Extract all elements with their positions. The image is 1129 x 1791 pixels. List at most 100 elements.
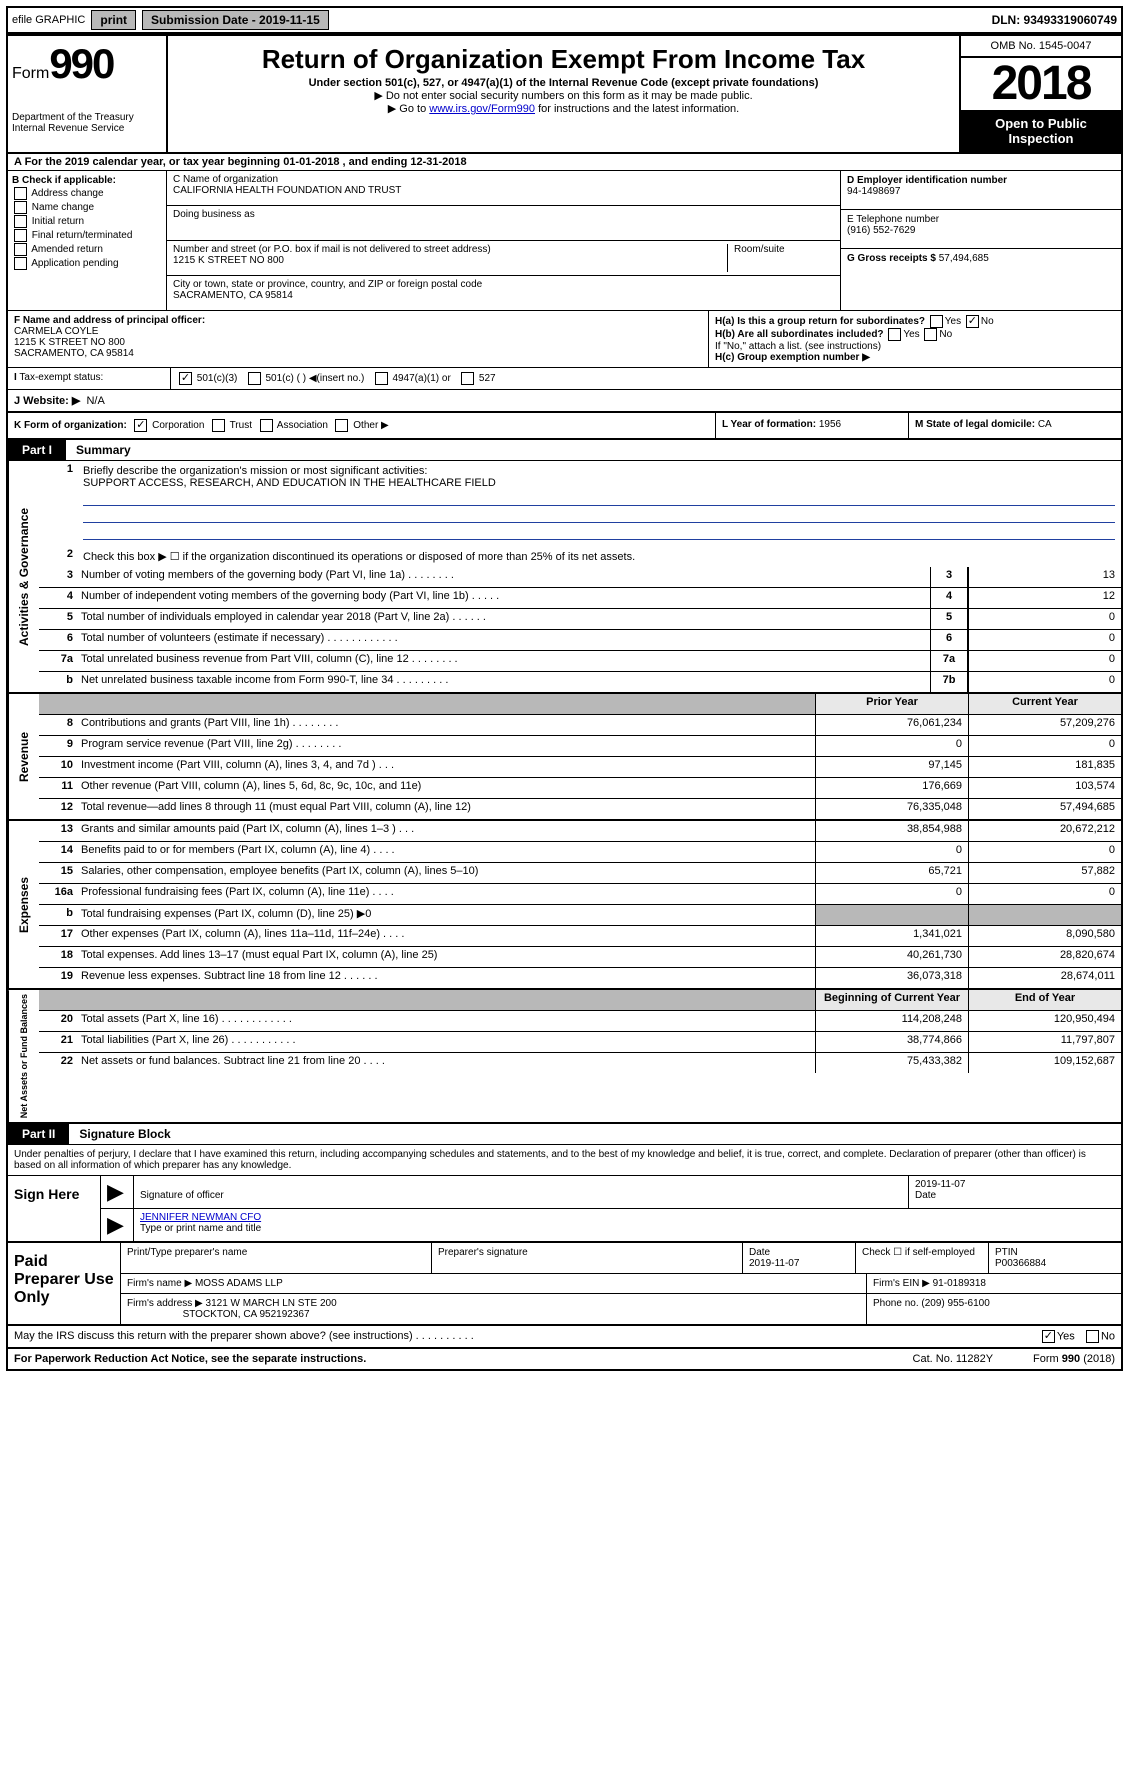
cb-label: Name change (32, 202, 94, 213)
line-2-desc: Check this box ▶ ☐ if the organization d… (77, 546, 1121, 567)
line-value: 12 (968, 588, 1121, 608)
line-num: 10 (39, 757, 77, 777)
sig-label: Signature of officer (140, 1190, 224, 1201)
discuss-no[interactable] (1086, 1330, 1099, 1343)
line-num: 18 (39, 947, 77, 967)
cb-name-change[interactable]: Name change (12, 201, 162, 214)
city-cell: City or town, state or province, country… (167, 276, 840, 310)
cb-label: Initial return (32, 216, 84, 227)
row-a-tax-year: A For the 2019 calendar year, or tax yea… (8, 154, 1121, 171)
line-num: 5 (39, 609, 77, 629)
signature-block: Under penalties of perjury, I declare th… (8, 1145, 1121, 1243)
firm-label: Firm's name ▶ (127, 1278, 192, 1289)
line-num: 15 (39, 863, 77, 883)
line-num: 12 (39, 799, 77, 819)
line-ref: 3 (930, 567, 968, 587)
cb-final-return[interactable]: Final return/terminated (12, 229, 162, 242)
ha-no[interactable] (966, 315, 979, 328)
omb-number: OMB No. 1545-0047 (961, 36, 1121, 58)
cb-527[interactable] (461, 372, 474, 385)
irs-link[interactable]: www.irs.gov/Form990 (429, 103, 535, 115)
form-note-1: ▶ Do not enter social security numbers o… (174, 89, 953, 102)
preparer-name-header: Print/Type preparer's name (121, 1243, 432, 1273)
table-row: 16a Professional fundraising fees (Part … (39, 884, 1121, 905)
line-desc: Total unrelated business revenue from Pa… (77, 651, 930, 671)
prior-value: 38,774,866 (815, 1032, 968, 1052)
form-number: Form990 (12, 40, 162, 88)
discuss-text: May the IRS discuss this return with the… (14, 1330, 474, 1343)
print-button[interactable]: print (91, 10, 136, 30)
line-value: 0 (968, 651, 1121, 671)
form-prefix: Form (12, 65, 49, 82)
cb-app-pending[interactable]: Application pending (12, 257, 162, 270)
cb-label: Address change (31, 188, 103, 199)
officer-addr1: 1215 K STREET NO 800 (14, 337, 125, 348)
table-row: 17 Other expenses (Part IX, column (A), … (39, 926, 1121, 947)
entity-info-grid: B Check if applicable: Address change Na… (8, 171, 1121, 311)
line-desc: Benefits paid to or for members (Part IX… (77, 842, 815, 862)
table-row: 15 Salaries, other compensation, employe… (39, 863, 1121, 884)
hb-yes[interactable] (888, 328, 901, 341)
part2-tab: Part II (8, 1124, 69, 1144)
revenue-section: Revenue Prior Year Current Year 8 Contri… (8, 694, 1121, 821)
tax-exempt-opts: 501(c)(3) 501(c) ( ) ◀(insert no.) 4947(… (171, 368, 1121, 389)
hb-no[interactable] (924, 328, 937, 341)
ha-yes[interactable] (930, 315, 943, 328)
paid-row-1: Print/Type preparer's name Preparer's si… (121, 1243, 1121, 1274)
note2-post: for instructions and the latest informat… (535, 103, 739, 115)
line-value: 0 (968, 630, 1121, 650)
page-footer: For Paperwork Reduction Act Notice, see … (8, 1349, 1121, 1369)
prior-value: 176,669 (815, 778, 968, 798)
cb-corporation[interactable] (134, 419, 147, 432)
header-middle: Return of Organization Exempt From Incom… (168, 36, 959, 152)
cb-501c3[interactable] (179, 372, 192, 385)
sign-here-section: Sign Here ▶ Signature of officer 2019-11… (8, 1176, 1121, 1241)
form-note-2: ▶ Go to www.irs.gov/Form990 for instruct… (174, 102, 953, 115)
line-value: 0 (968, 609, 1121, 629)
section-b-label: B Check if applicable: (12, 175, 116, 186)
cb-initial-return[interactable]: Initial return (12, 215, 162, 228)
table-row: b Net unrelated business taxable income … (39, 672, 1121, 692)
form-title: Return of Organization Exempt From Incom… (174, 44, 953, 75)
table-row: 4 Number of independent voting members o… (39, 588, 1121, 609)
part1-tab: Part I (8, 440, 66, 460)
opt-501c: 501(c) ( ) ◀(insert no.) (265, 373, 364, 384)
firm-addr1: 3121 W MARCH LN STE 200 (206, 1298, 337, 1309)
section-f-officer: F Name and address of principal officer:… (8, 311, 709, 367)
cb-association[interactable] (260, 419, 273, 432)
officer-name-link[interactable]: JENNIFER NEWMAN CFO (140, 1212, 261, 1223)
dept-label: Department of the Treasury Internal Reve… (12, 112, 162, 134)
cb-501c[interactable] (248, 372, 261, 385)
addr-label: Number and street (or P.O. box if mail i… (173, 244, 721, 255)
discuss-row: May the IRS discuss this return with the… (8, 1326, 1121, 1349)
prior-value: 65,721 (815, 863, 968, 883)
netassets-header-row: Beginning of Current Year End of Year (39, 990, 1121, 1011)
line-desc: Total number of individuals employed in … (77, 609, 930, 629)
submission-date-button[interactable]: Submission Date - 2019-11-15 (142, 10, 329, 30)
current-value: 11,797,807 (968, 1032, 1121, 1052)
table-row: 10 Investment income (Part VIII, column … (39, 757, 1121, 778)
sig-date-cell: 2019-11-07Date (909, 1176, 1121, 1208)
current-year-header: Current Year (968, 694, 1121, 714)
form-990-number: 990 (49, 40, 113, 87)
prior-value: 97,145 (815, 757, 968, 777)
org-name-value: CALIFORNIA HEALTH FOUNDATION AND TRUST (173, 185, 834, 196)
form-header: Form990 Department of the Treasury Inter… (8, 36, 1121, 154)
sig-row-2: ▶ JENNIFER NEWMAN CFO Type or print name… (101, 1209, 1121, 1241)
gross-receipts-cell: G Gross receipts $ 57,494,685 (841, 249, 1121, 287)
row-i-j: I Tax-exempt status: 501(c)(3) 501(c) ( … (8, 368, 1121, 390)
cb-trust[interactable] (212, 419, 225, 432)
line-num: 8 (39, 715, 77, 735)
firm-phone-cell: Phone no. (209) 955-6100 (867, 1294, 1121, 1324)
prior-value: 36,073,318 (815, 968, 968, 988)
line-desc: Net unrelated business taxable income fr… (77, 672, 930, 692)
discuss-yes[interactable] (1042, 1330, 1055, 1343)
cb-4947[interactable] (375, 372, 388, 385)
line-num: 14 (39, 842, 77, 862)
cb-other[interactable] (335, 419, 348, 432)
table-row: 22 Net assets or fund balances. Subtract… (39, 1053, 1121, 1073)
cb-address-change[interactable]: Address change (12, 187, 162, 200)
current-value: 181,835 (968, 757, 1121, 777)
line-num: 11 (39, 778, 77, 798)
cb-amended[interactable]: Amended return (12, 243, 162, 256)
